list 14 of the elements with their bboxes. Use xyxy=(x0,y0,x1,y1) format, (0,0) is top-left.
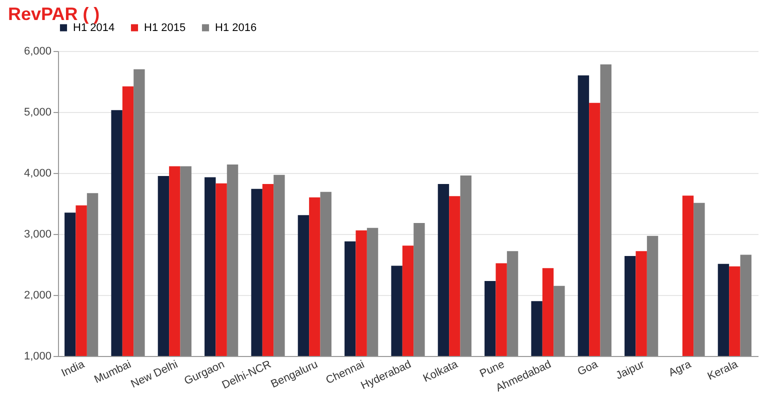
chart-title: RevPAR ( ) xyxy=(8,4,100,24)
x-tick-label: Jaipur xyxy=(614,358,647,382)
y-tick-label: 5,000 xyxy=(24,106,52,118)
y-tick-label: 2,000 xyxy=(24,290,52,302)
x-tick-label: India xyxy=(60,358,88,380)
y-tick-label: 6,000 xyxy=(24,46,52,58)
legend-label: H1 2015 xyxy=(144,22,186,34)
y-tick-label: 1,000 xyxy=(24,350,52,362)
x-tick-label: Agra xyxy=(666,358,694,380)
legend-label: H1 2016 xyxy=(215,22,257,34)
x-tick-label: Kerala xyxy=(706,358,741,383)
y-tick-label: 3,000 xyxy=(24,228,52,240)
y-tick-label: 4,000 xyxy=(24,168,52,180)
x-tick-label: Goa xyxy=(576,358,601,378)
